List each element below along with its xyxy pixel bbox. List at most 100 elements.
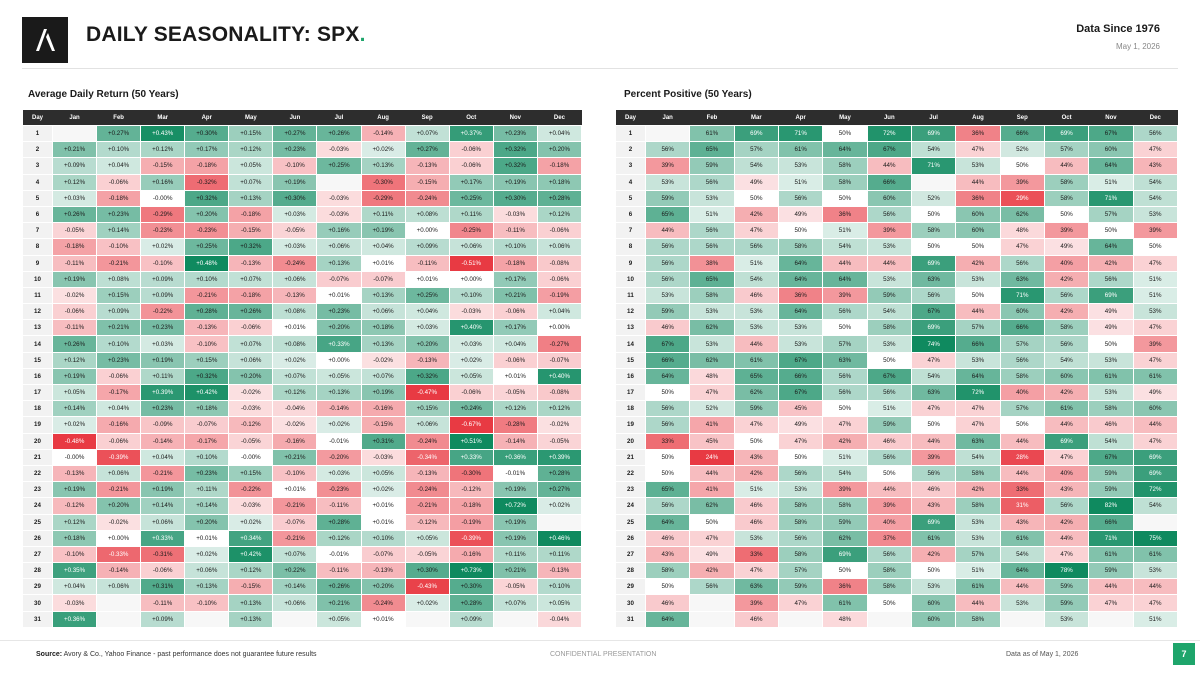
day-cell: 30	[615, 594, 646, 612]
value-cell: 56%	[689, 238, 735, 256]
col-header-jun: Jun	[272, 110, 317, 126]
value-cell: +0.04%	[404, 303, 450, 321]
value-cell: 78%	[1043, 562, 1090, 580]
value-cell: 50%	[689, 513, 735, 531]
value-cell: -0.02%	[228, 383, 274, 402]
day-cell: 16	[615, 367, 646, 386]
value-cell: 42%	[1043, 383, 1090, 402]
value-cell: +0.21%	[272, 448, 318, 466]
day-cell: 29	[22, 578, 53, 596]
value-cell: -0.11%	[51, 254, 98, 272]
value-cell: 49%	[1043, 238, 1090, 256]
value-cell: 46%	[910, 481, 957, 499]
value-cell: 54%	[733, 270, 779, 288]
value-cell: -0.08%	[536, 383, 583, 402]
table-row: 29 +0.04% +0.06% +0.31% +0.13% -0.15% +0.14% +0…	[22, 578, 583, 596]
value-cell: -0.18%	[228, 286, 274, 305]
value-cell: +0.02%	[360, 141, 406, 159]
value-cell: 51%	[1088, 173, 1134, 191]
value-cell: 53%	[689, 189, 735, 207]
value-cell: 52%	[689, 400, 735, 418]
value-cell: +0.01%	[316, 286, 362, 305]
value-cell: 39%	[910, 448, 957, 466]
value-cell: 46%	[733, 497, 779, 515]
value-cell: -0.17%	[184, 432, 230, 450]
value-cell: 54%	[1088, 432, 1134, 450]
day-cell: 22	[22, 464, 53, 483]
value-cell: 47%	[1132, 594, 1179, 612]
value-cell: 50%	[644, 383, 691, 402]
value-cell: +0.12%	[140, 141, 186, 159]
value-cell: 50%	[1043, 205, 1090, 224]
value-cell: 42%	[733, 205, 779, 224]
value-cell: -0.28%	[492, 416, 538, 434]
value-cell: +0.14%	[272, 578, 318, 596]
value-cell: -0.02%	[272, 416, 318, 434]
value-cell: +0.13%	[316, 254, 362, 272]
value-cell: 53%	[777, 481, 824, 499]
value-cell: +0.23%	[492, 124, 538, 143]
value-cell: -0.15%	[228, 222, 274, 240]
value-cell: -0.03%	[228, 400, 274, 418]
value-cell: +0.19%	[360, 222, 406, 240]
value-cell: -0.31%	[140, 545, 186, 564]
value-cell: 51%	[1132, 286, 1179, 305]
value-cell: 57%	[999, 400, 1045, 418]
value-cell: +0.19%	[492, 173, 538, 191]
value-cell: +0.04%	[51, 578, 98, 596]
table-row: 28 +0.35% -0.14% -0.06% +0.06% +0.12% +0.22% -0…	[22, 562, 583, 580]
value-cell: 54%	[1043, 351, 1090, 369]
value-cell: 59%	[866, 416, 912, 434]
value-cell: 50%	[822, 562, 868, 580]
value-cell: +0.06%	[404, 416, 450, 434]
table-row: 12 59% 53% 53% 64% 56% 54% 67% 44% 60% 42% 49% 53%	[615, 303, 1179, 321]
value-cell: +0.13%	[360, 157, 406, 175]
value-cell: -0.11%	[316, 562, 362, 580]
table-row: 5 +0.03% -0.18% -0.00% +0.32% +0.13% +0.30% -0.…	[22, 189, 583, 207]
value-cell: -0.13%	[360, 562, 406, 580]
value-cell: 52%	[999, 141, 1045, 159]
value-cell: -0.01%	[316, 545, 362, 564]
value-cell: -0.24%	[404, 189, 450, 207]
value-cell: -0.39%	[96, 448, 142, 466]
value-cell: +0.19%	[51, 367, 98, 386]
value-cell: -0.03%	[316, 189, 362, 207]
value-cell: 58%	[999, 367, 1045, 386]
value-cell: 56%	[999, 351, 1045, 369]
value-cell: 42%	[1043, 270, 1090, 288]
value-cell: -0.06%	[96, 367, 142, 386]
value-cell: -0.18%	[448, 497, 494, 515]
value-cell: -0.21%	[404, 497, 450, 515]
value-cell: 53%	[733, 319, 779, 337]
value-cell: 51%	[822, 222, 868, 240]
value-cell: +0.12%	[228, 141, 274, 159]
value-cell: +0.15%	[228, 464, 274, 483]
day-cell: 20	[615, 432, 646, 450]
value-cell: +0.10%	[184, 448, 230, 466]
day-cell: 8	[22, 238, 53, 256]
value-cell: 39%	[644, 157, 691, 175]
value-cell: +0.13%	[360, 335, 406, 353]
value-cell: -0.12%	[228, 416, 274, 434]
col-header-oct: Oct	[1044, 110, 1089, 126]
value-cell: 69%	[1043, 432, 1090, 450]
value-cell: 47%	[1132, 432, 1179, 450]
value-cell: 60%	[1088, 141, 1134, 159]
value-cell: 51%	[822, 448, 868, 466]
value-cell: 69%	[733, 124, 779, 143]
table-row: 11 -0.02% +0.15% +0.09% -0.21% -0.18% -0.13% +0…	[22, 286, 583, 305]
value-cell: +0.19%	[360, 383, 406, 402]
value-cell: -0.32%	[184, 173, 230, 191]
value-cell: 60%	[955, 205, 1001, 224]
value-cell: +0.19%	[140, 351, 186, 369]
value-cell: 53%	[955, 351, 1001, 369]
value-cell: +0.32%	[404, 367, 450, 386]
value-cell: 42%	[1043, 513, 1090, 531]
value-cell: +0.12%	[492, 400, 538, 418]
value-cell: -0.15%	[140, 157, 186, 175]
value-cell: 42%	[822, 432, 868, 450]
value-cell: 53%	[866, 335, 912, 353]
value-cell: +0.04%	[96, 400, 142, 418]
value-cell: -0.47%	[404, 383, 450, 402]
source-note: Source: Avory & Co., Yahoo Finance - pas…	[36, 651, 317, 658]
